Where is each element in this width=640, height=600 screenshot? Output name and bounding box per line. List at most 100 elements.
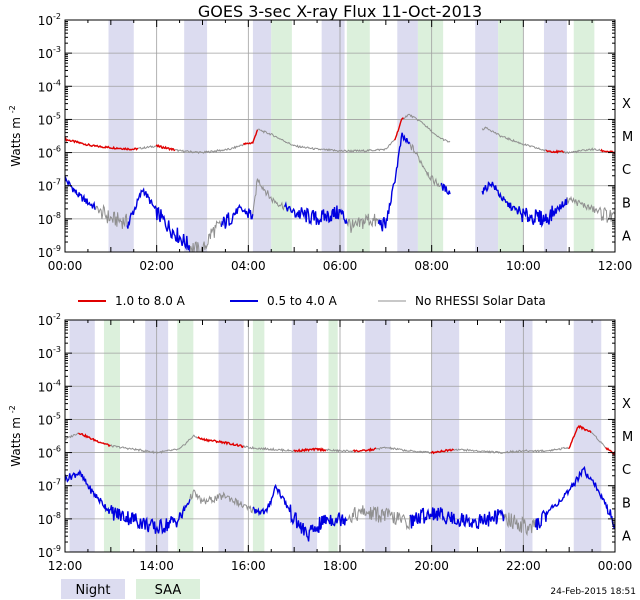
legend-label: No RHESSI Solar Data bbox=[415, 294, 546, 308]
series-line-long bbox=[545, 149, 565, 154]
legend-label: 1.0 to 8.0 A bbox=[115, 294, 186, 308]
y-tick-label: 10-3 bbox=[38, 345, 61, 361]
saa-band bbox=[417, 20, 444, 252]
x-tick-label: 06:00 bbox=[323, 259, 358, 273]
flare-class-label: M bbox=[622, 130, 633, 145]
series-line-long bbox=[293, 447, 327, 453]
saa-band bbox=[573, 20, 595, 252]
series-line-long bbox=[430, 448, 454, 455]
series-line-short bbox=[252, 178, 285, 215]
x-tick-label: 12:00 bbox=[48, 559, 83, 573]
series-line-short bbox=[440, 182, 451, 196]
y-tick-label: 10-9 bbox=[38, 544, 61, 560]
series-line-long bbox=[481, 126, 547, 152]
flare-class-label: C bbox=[622, 463, 631, 478]
timestamp: 24-Feb-2015 18:51 bbox=[550, 587, 636, 597]
series-line-long bbox=[393, 117, 405, 141]
saa-band bbox=[252, 320, 265, 552]
series-line-short bbox=[481, 181, 568, 228]
y-tick-label: 10-7 bbox=[38, 478, 61, 494]
series-line-short bbox=[566, 195, 615, 223]
y-tick-label: 10-4 bbox=[38, 78, 61, 94]
night-band bbox=[69, 320, 95, 552]
y-tick-label: 10-6 bbox=[38, 145, 61, 161]
series-line-short bbox=[65, 469, 191, 535]
series-line-long bbox=[110, 434, 198, 455]
x-tick-label: 08:00 bbox=[414, 259, 449, 273]
series-line-long bbox=[65, 432, 79, 441]
night-band bbox=[184, 20, 208, 252]
series-line-long bbox=[257, 128, 395, 153]
x-tick-label: 22:00 bbox=[506, 559, 541, 573]
night-saa-legend: Night SAA bbox=[61, 579, 200, 599]
y-tick-label: 10-7 bbox=[38, 178, 61, 194]
saa-band bbox=[328, 320, 338, 552]
flare-class-label: X bbox=[622, 97, 631, 112]
flare-class-label: X bbox=[622, 397, 631, 412]
flare-class-label: C bbox=[622, 163, 631, 178]
y-tick-label: 10-8 bbox=[38, 511, 61, 527]
x-tick-label: 14:00 bbox=[139, 559, 174, 573]
night-band bbox=[543, 20, 567, 252]
flare-class-label: M bbox=[622, 430, 633, 445]
x-tick-label: 18:00 bbox=[323, 559, 358, 573]
series-line-short bbox=[65, 175, 97, 211]
y-axis-label: Watts m -2 bbox=[8, 105, 23, 166]
series-line-short bbox=[189, 489, 254, 514]
flare-class-label: A bbox=[622, 529, 631, 544]
night-band bbox=[573, 320, 602, 552]
series-line-short bbox=[126, 187, 191, 252]
series-line-short bbox=[409, 143, 442, 188]
y-tick-label: 10-5 bbox=[38, 111, 61, 127]
series-line-short bbox=[189, 219, 222, 252]
series-line-short bbox=[409, 507, 505, 530]
series-line-short bbox=[377, 132, 411, 232]
series-line-long bbox=[155, 144, 176, 152]
series-line-short bbox=[534, 465, 615, 530]
y-tick-label: 10-9 bbox=[38, 244, 61, 260]
top-panel: 10-9 10-8 10-7 10-6 10-5 10-4 10-3 10-2 X M C B A 00:… bbox=[8, 12, 633, 273]
night-band bbox=[505, 320, 533, 552]
y-tick-label: 10-2 bbox=[38, 12, 61, 28]
x-tick-label: 00:00 bbox=[48, 259, 83, 273]
y-tick-label: 10-8 bbox=[38, 211, 61, 227]
y-axis-label: Watts m -2 bbox=[8, 405, 23, 466]
series-line-long bbox=[325, 448, 354, 453]
chart-title: GOES 3-sec X-ray Flux 11-Oct-2013 bbox=[198, 2, 482, 21]
saa-band bbox=[346, 20, 370, 252]
series-line-long bbox=[403, 113, 451, 143]
series-line-long bbox=[352, 447, 377, 453]
flare-class-label: B bbox=[622, 196, 631, 211]
saa-band bbox=[177, 320, 194, 552]
series-line-long bbox=[77, 432, 111, 448]
legend-label: Night bbox=[76, 583, 111, 598]
legend-label: 0.5 to 4.0 A bbox=[267, 294, 338, 308]
series-group bbox=[65, 424, 615, 542]
night-band bbox=[108, 20, 134, 252]
bottom-panel: 10-9 10-8 10-7 10-6 10-5 10-4 10-3 10-2 X M C B A 12:… bbox=[8, 312, 633, 573]
series-line-long bbox=[174, 144, 244, 155]
series-line-long bbox=[568, 424, 592, 450]
channel-legend: 1.0 to 8.0 A 0.5 to 4.0 A No RHESSI Solar … bbox=[78, 294, 546, 308]
series-line-short bbox=[346, 505, 411, 531]
series-line-short bbox=[220, 203, 254, 229]
flare-class-label: B bbox=[622, 496, 631, 511]
flare-class-label: A bbox=[622, 229, 631, 244]
series-line-long bbox=[375, 446, 432, 455]
series-line-short bbox=[95, 203, 128, 229]
x-tick-label: 10:00 bbox=[506, 259, 541, 273]
saa-band bbox=[103, 320, 120, 552]
legend-box bbox=[61, 579, 125, 599]
series-group bbox=[65, 113, 615, 252]
x-tick-label: 02:00 bbox=[139, 259, 174, 273]
series-line-short bbox=[284, 201, 348, 226]
legend-box bbox=[136, 579, 200, 599]
series-line-long bbox=[137, 145, 157, 150]
series-line-long bbox=[242, 129, 259, 146]
night-band bbox=[397, 20, 418, 252]
night-band bbox=[475, 20, 499, 252]
y-tick-label: 10-6 bbox=[38, 445, 61, 461]
series-line-long bbox=[65, 137, 139, 151]
series-line-short bbox=[252, 483, 348, 542]
